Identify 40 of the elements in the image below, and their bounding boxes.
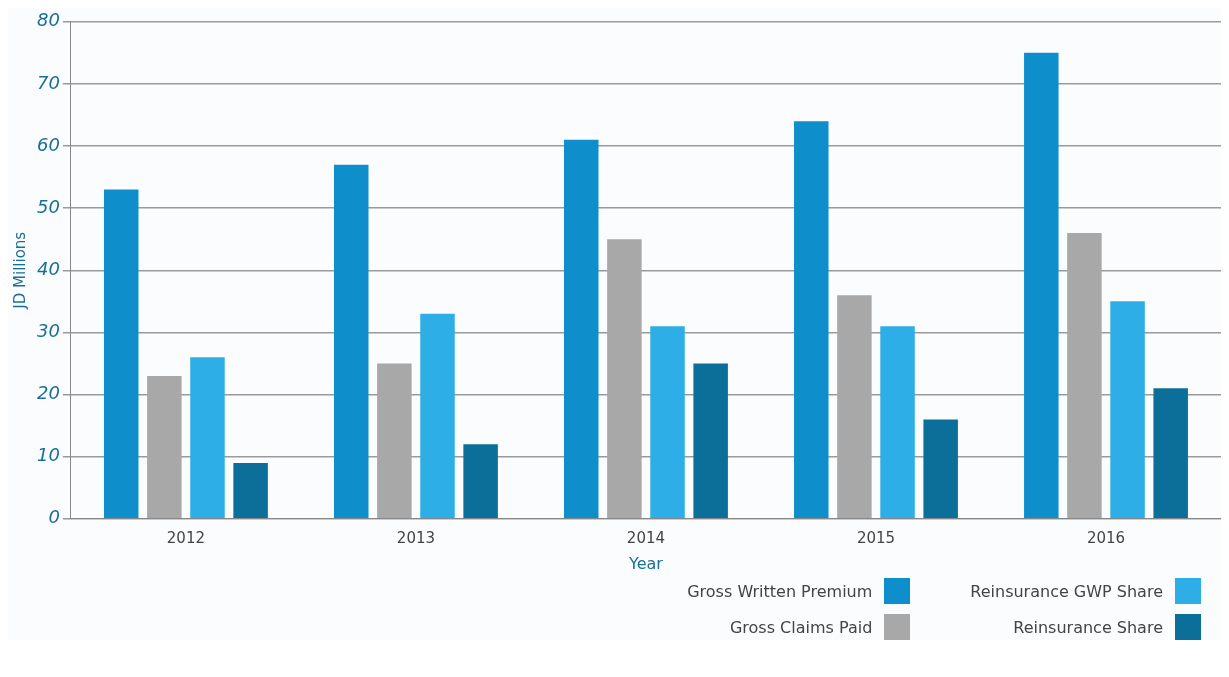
bar <box>147 375 182 519</box>
x-axis-title: Year <box>628 553 664 573</box>
x-tick-label: 2016 <box>1086 528 1126 547</box>
x-tick-label: 2015 <box>856 528 896 547</box>
bar <box>377 363 412 519</box>
y-tick-label: 60 <box>37 133 60 155</box>
legend-label: Gross Claims Paid <box>729 617 873 637</box>
y-tick-label: 50 <box>37 195 60 217</box>
bar <box>880 326 915 519</box>
bar <box>103 189 139 519</box>
bar <box>794 121 829 519</box>
bar <box>333 164 369 519</box>
y-tick-label: 80 <box>37 9 60 31</box>
bar <box>1110 301 1145 519</box>
x-tick-label: 2013 <box>396 528 436 547</box>
y-axis-title: JD Millions <box>10 231 29 310</box>
y-tick-label: 70 <box>37 71 60 93</box>
x-tick-label: 2014 <box>626 528 666 547</box>
legend-label: Gross Written Premium <box>687 581 873 601</box>
bar <box>463 444 498 519</box>
bar <box>233 462 268 519</box>
x-tick-label: 2012 <box>166 528 206 547</box>
y-tick-label: 0 <box>48 506 60 528</box>
bar <box>190 357 225 519</box>
bar <box>650 326 685 519</box>
bar <box>693 363 728 519</box>
bar <box>607 239 642 519</box>
bar <box>1067 233 1102 519</box>
bar <box>1024 52 1059 519</box>
bar <box>564 139 599 519</box>
y-tick-label: 30 <box>37 320 60 342</box>
legend-label: Reinsurance GWP Share <box>970 581 1163 601</box>
y-tick-label: 20 <box>37 382 60 404</box>
legend-label: Reinsurance Share <box>1013 617 1163 637</box>
bar <box>837 295 872 519</box>
bar <box>923 419 958 519</box>
bar <box>1153 388 1188 519</box>
bar <box>420 313 455 519</box>
y-tick-label: 40 <box>37 257 60 279</box>
y-tick-label: 10 <box>37 444 60 466</box>
